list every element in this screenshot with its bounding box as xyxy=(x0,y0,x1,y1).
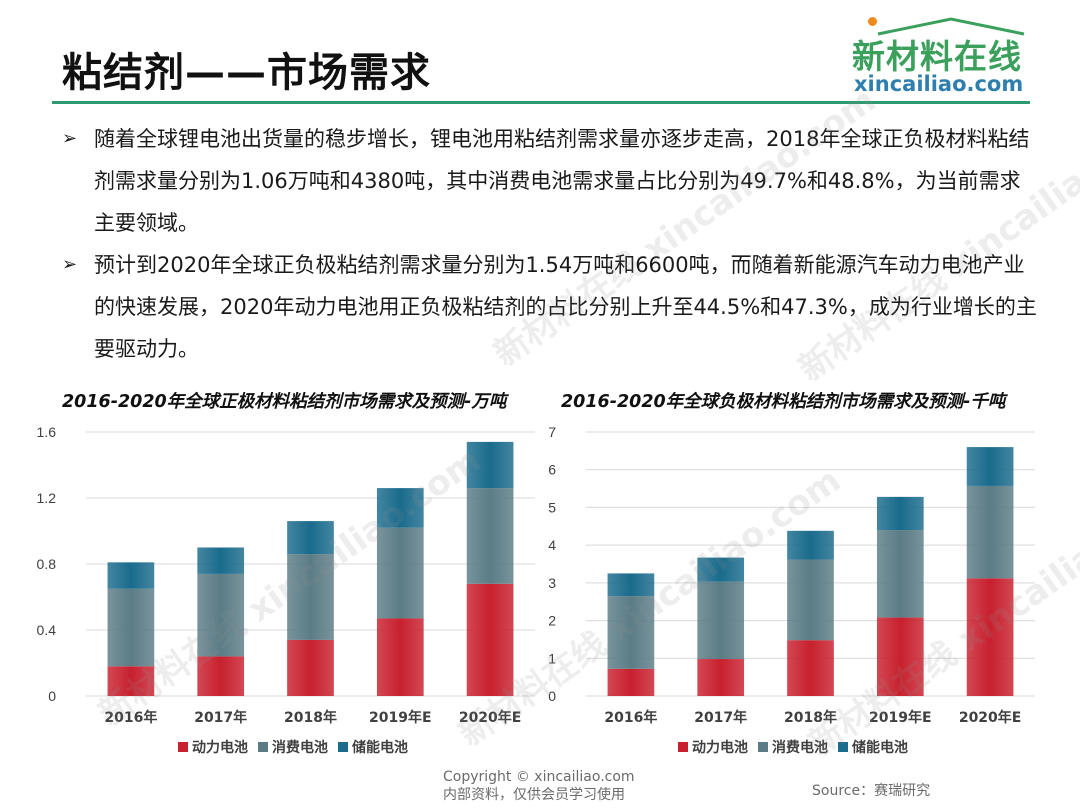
y-tick-label: 6 xyxy=(548,462,556,478)
bar-segment xyxy=(376,618,424,696)
brand-logo: 新材料在线 xincailiao.com xyxy=(852,14,1037,96)
x-tick-label: 2018年 xyxy=(284,709,337,726)
y-tick-label: 3 xyxy=(548,575,556,591)
bullet-text: 预计到2020年全球正负极粘结剂需求量分别为1.54万吨和6600吨，而随着新能… xyxy=(94,253,1037,361)
y-tick-label: 0.4 xyxy=(37,622,57,638)
bar-segment xyxy=(607,668,655,696)
legend-label: 储能电池 xyxy=(351,739,408,756)
y-tick-label: 1.6 xyxy=(37,424,57,440)
chart-title-anode: 2016-2020年全球负极材料粘结剂市场需求及预测-千吨 xyxy=(561,392,1006,412)
y-tick-label: 4 xyxy=(548,537,556,553)
y-tick-label: 5 xyxy=(548,499,556,515)
bullet-item: ➢ 随着全球锂电池出货量的稳步增长，锂电池用粘结剂需求量亦逐步走高，2018年全… xyxy=(62,118,1037,244)
logo-text-cn: 新材料在线 xyxy=(852,37,1022,76)
legend-swatch xyxy=(178,742,188,752)
bar-segment xyxy=(107,588,155,667)
bar-segment xyxy=(466,583,514,696)
bar-segment xyxy=(607,573,655,597)
bar-segment xyxy=(966,447,1014,486)
y-tick-label: 0 xyxy=(548,688,556,704)
bar-segment xyxy=(876,617,924,696)
bar-segment xyxy=(466,441,514,489)
bar-segment xyxy=(107,666,155,696)
bar-segment xyxy=(287,554,334,640)
bar-segment xyxy=(697,659,745,696)
title-divider xyxy=(52,101,1030,104)
copyright-note: 内部资料，仅供会员学习使用 xyxy=(443,787,625,803)
legend-swatch xyxy=(838,742,848,752)
bar-segment xyxy=(876,530,924,618)
legend-label: 动力电池 xyxy=(192,739,248,756)
logo-text-en: xincailiao.com xyxy=(854,72,1024,96)
bar-segment xyxy=(197,656,245,696)
arrow-bullet-icon: ➢ xyxy=(62,254,78,275)
footer-copyright: Copyright © xincailiao.com 内部资料，仅供会员学习使用 xyxy=(443,768,635,804)
chart-cathode-binder: 0 0.4 0.8 1.2 1.6 2016年 2017年 2018年 2019年E 2020年E… xyxy=(37,424,535,756)
bar-segment xyxy=(876,496,924,531)
legend-swatch xyxy=(678,742,688,752)
x-tick-label: 2017年 xyxy=(694,709,747,726)
legend-label: 消费电池 xyxy=(272,739,328,756)
y-tick-label: 1 xyxy=(548,650,556,666)
y-tick-label: 2 xyxy=(548,613,556,629)
x-tick-label: 2018年 xyxy=(784,709,837,726)
legend-label: 储能电池 xyxy=(851,739,908,756)
x-tick-label: 2019年E xyxy=(869,709,932,726)
legend-label: 动力电池 xyxy=(692,739,748,756)
chart-title-cathode: 2016-2020年全球正极材料粘结剂市场需求及预测-万吨 xyxy=(62,392,507,412)
bar-segment xyxy=(197,573,245,657)
y-tick-label: 7 xyxy=(548,424,556,440)
legend-label: 消费电池 xyxy=(772,739,828,756)
bar-segment xyxy=(607,596,655,669)
bar-segment xyxy=(787,640,834,696)
bar-segment xyxy=(287,639,334,696)
bar-segment xyxy=(466,488,514,584)
x-tick-label: 2020年E xyxy=(959,709,1022,726)
bar-segment xyxy=(966,578,1014,696)
bar-segment xyxy=(697,557,745,582)
legend-swatch xyxy=(338,742,348,752)
roof-icon xyxy=(877,17,1025,36)
bar-segment xyxy=(787,530,834,560)
copyright-line: Copyright © xincailiao.com xyxy=(443,769,635,785)
bar-segment xyxy=(697,581,745,660)
y-tick-label: 0 xyxy=(48,688,56,704)
legend-swatch xyxy=(258,742,268,752)
x-tick-label: 2017年 xyxy=(194,709,247,726)
bullet-item: ➢ 预计到2020年全球正负极粘结剂需求量分别为1.54万吨和6600吨，而随着… xyxy=(62,244,1037,370)
bar-segment xyxy=(966,485,1014,579)
legend-swatch xyxy=(758,742,768,752)
logo-dot-icon xyxy=(868,17,877,26)
bullet-list: ➢ 随着全球锂电池出货量的稳步增长，锂电池用粘结剂需求量亦逐步走高，2018年全… xyxy=(62,118,1037,370)
bar-segment xyxy=(197,547,245,574)
bar-segment xyxy=(376,488,424,528)
page-title: 粘结剂——市场需求 xyxy=(62,50,431,96)
bullet-text: 随着全球锂电池出货量的稳步增长，锂电池用粘结剂需求量亦逐步走高，2018年全球正… xyxy=(94,127,1030,235)
x-tick-label: 2020年E xyxy=(459,709,522,726)
y-tick-label: 0.8 xyxy=(37,556,57,572)
x-tick-label: 2016年 xyxy=(604,709,657,726)
bar-segment xyxy=(107,562,155,589)
x-tick-label: 2016年 xyxy=(104,709,157,726)
bar-segment xyxy=(376,527,424,619)
bar-segment xyxy=(287,521,334,555)
y-tick-label: 1.2 xyxy=(37,490,57,506)
chart-anode-binder: 0 1 2 3 4 5 6 7 2016年 2017年 2018年 2019年E 2020年E 动力电池 消… xyxy=(548,424,1035,756)
source-note: Source：赛瑞研究 xyxy=(812,783,931,799)
bar-segment xyxy=(787,559,834,641)
x-tick-label: 2019年E xyxy=(369,709,432,726)
arrow-bullet-icon: ➢ xyxy=(62,128,78,149)
